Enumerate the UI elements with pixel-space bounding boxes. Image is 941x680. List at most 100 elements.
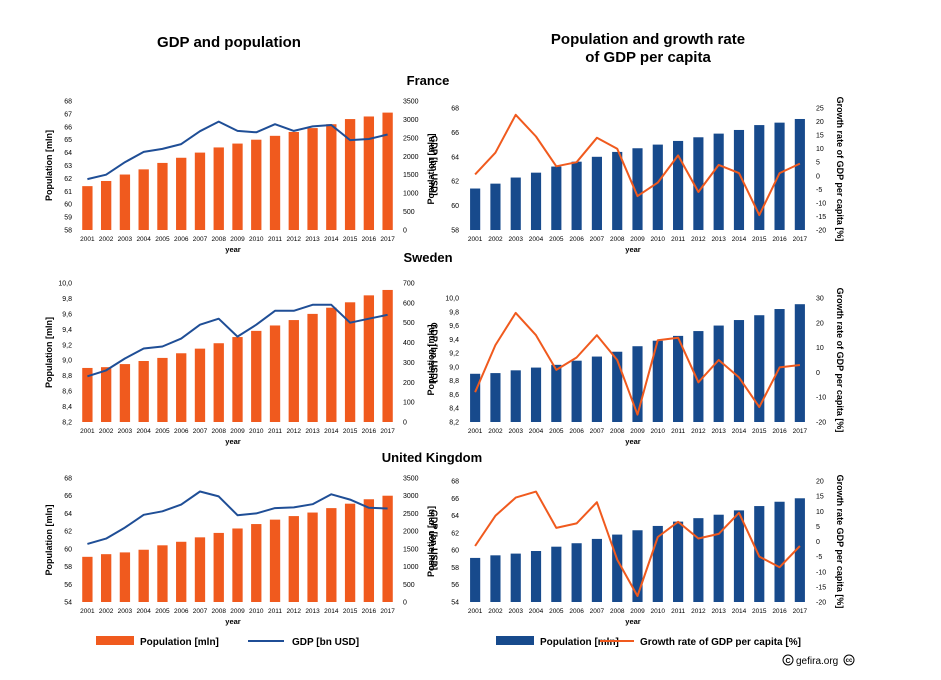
x-tick-label: 2014	[324, 236, 339, 243]
copyright-glyph: C	[785, 658, 790, 665]
x-tick-label: 2010	[651, 428, 666, 435]
y2-tick-label: 25	[816, 106, 824, 113]
population-bar	[176, 541, 187, 602]
x-tick-label: 2015	[752, 236, 767, 243]
y-tick-label: 8,6	[449, 392, 459, 399]
x-tick-label: 2011	[268, 428, 282, 435]
y2-tick-label: 2500	[403, 135, 419, 142]
x-axis-title: year	[225, 617, 241, 626]
x-tick-label: 2008	[610, 428, 625, 435]
population-bar	[176, 353, 187, 422]
x-tick-label: 2002	[488, 236, 503, 243]
x-tick-label: 2016	[772, 428, 787, 435]
y-tick-label: 8,2	[449, 420, 459, 427]
x-tick-label: 2006	[174, 428, 189, 435]
y-tick-label: 65	[64, 137, 72, 144]
population-bar	[754, 125, 765, 230]
population-bar	[713, 325, 724, 422]
x-tick-label: 2004	[136, 236, 151, 243]
x-tick-label: 2017	[380, 428, 395, 435]
x-tick-label: 2011	[671, 236, 685, 243]
x-tick-label: 2003	[509, 608, 524, 615]
y2-tick-label: 2500	[403, 511, 419, 518]
x-tick-label: 2011	[268, 608, 282, 615]
y-axis-title: Population [mln]	[426, 506, 436, 577]
population-bar	[470, 557, 481, 602]
x-tick-label: 2009	[630, 428, 645, 435]
x-tick-label: 2003	[509, 428, 524, 435]
population-bar	[794, 304, 805, 422]
population-bar	[530, 551, 542, 602]
population-bar	[157, 357, 168, 422]
population-bar	[551, 166, 562, 230]
population-bar	[530, 367, 542, 422]
y2-tick-label: 10	[816, 509, 824, 516]
y2-tick-label: 3000	[403, 117, 419, 124]
x-axis-title: year	[625, 617, 641, 626]
y-tick-label: 62	[451, 530, 459, 537]
population-bar	[551, 546, 562, 602]
y-tick-label: 8,4	[62, 404, 72, 411]
population-bar	[194, 152, 206, 230]
y2-tick-label: 500	[403, 209, 415, 216]
population-bar	[138, 549, 149, 602]
x-tick-label: 2014	[732, 608, 747, 615]
x-tick-label: 2005	[155, 608, 170, 615]
population-bar	[326, 307, 337, 422]
population-bar	[213, 343, 224, 422]
y-tick-label: 9,4	[62, 327, 72, 334]
population-bar	[119, 364, 131, 422]
population-bar	[571, 543, 582, 602]
x-tick-label: 2010	[249, 236, 264, 243]
x-tick-label: 2008	[212, 428, 227, 435]
x-tick-label: 2004	[136, 608, 151, 615]
y-tick-label: 58	[64, 564, 72, 571]
population-bar	[591, 538, 602, 602]
country-title-sweden: Sweden	[403, 250, 452, 265]
population-bar	[307, 128, 318, 230]
x-tick-label: 2003	[118, 608, 133, 615]
population-bar	[754, 506, 765, 602]
x-tick-label: 2002	[488, 428, 503, 435]
x-tick-label: 2001	[80, 608, 95, 615]
y-tick-label: 66	[64, 124, 72, 131]
y2-axis-title: Growth rate of GDP per capita [%]	[835, 97, 845, 242]
x-tick-label: 2013	[305, 236, 320, 243]
x-tick-label: 2016	[362, 428, 377, 435]
x-tick-label: 2012	[691, 236, 706, 243]
population-bar	[693, 137, 704, 230]
x-tick-label: 2007	[193, 236, 208, 243]
x-tick-label: 2012	[287, 428, 302, 435]
x-tick-label: 2017	[793, 608, 808, 615]
population-bar	[754, 315, 765, 422]
y2-tick-label: 300	[403, 360, 415, 367]
left-heading: GDP and population	[157, 34, 301, 51]
y-axis-title: Population [mln]	[44, 130, 54, 201]
population-bar	[693, 331, 704, 422]
population-bar	[510, 553, 521, 602]
chart-sweden-left: 8,2 8,4 8,6 8,8 9,0 9,2 9,4 9,6 9,8 10,0 0 100 200 30…	[44, 281, 439, 447]
y-tick-label: 9,2	[449, 351, 459, 358]
y-tick-label: 66	[64, 493, 72, 500]
y-tick-label: 62	[451, 179, 459, 186]
population-bar	[100, 554, 112, 602]
population-bar	[510, 370, 521, 422]
y2-tick-label: 0	[403, 420, 407, 427]
x-tick-label: 2013	[711, 236, 726, 243]
y-tick-label: 62	[64, 529, 72, 536]
population-bar	[530, 172, 542, 230]
population-bar	[344, 503, 356, 602]
x-tick-label: 2015	[752, 608, 767, 615]
chart-uk-right: 54 56 58 60 62 64 66 68 -20 -15 -10 -5 0 5 10 15 20 2001 2…	[426, 475, 845, 626]
y2-axis-title: Growth rate of GDP per capita [%]	[835, 288, 845, 433]
y2-tick-label: 10	[816, 146, 824, 153]
y2-tick-label: -20	[816, 600, 826, 607]
chart-france-right: 58 60 62 64 66 68 -20 -15 -10 -5 0 5 10 15 20 25 2001 200…	[426, 97, 845, 254]
y2-tick-label: 20	[816, 320, 824, 327]
x-tick-label: 2008	[610, 608, 625, 615]
credit: C gefira.org cc	[782, 654, 855, 667]
y-tick-label: 9,0	[62, 358, 72, 365]
y-tick-label: 63	[64, 163, 72, 170]
x-tick-label: 2001	[80, 236, 95, 243]
